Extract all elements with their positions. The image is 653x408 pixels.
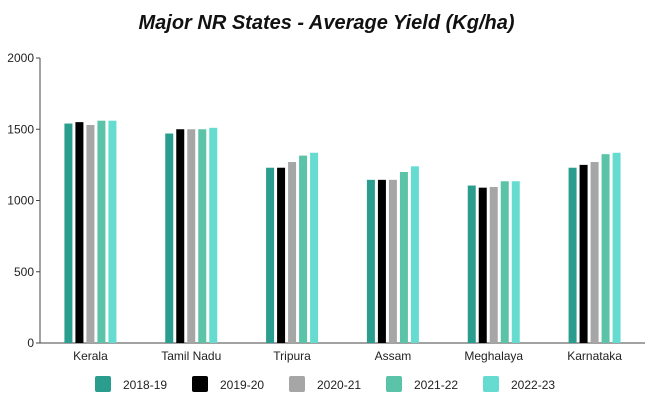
axes: 0 500 1000 1500 2000 Kerala Tamil Nadu Tripura A… — [7, 51, 645, 363]
y-tick-label: 2000 — [7, 51, 34, 65]
legend-swatch — [483, 376, 499, 392]
bar-2020-21-assam — [388, 179, 397, 343]
legend-swatch — [192, 376, 208, 392]
legend-label: 2018-19 — [123, 378, 167, 392]
x-category-label: Karnataka — [567, 349, 622, 363]
bar-2022-23-tripura — [310, 152, 319, 343]
bar-2021-22-tamil-nadu — [198, 129, 207, 343]
legend-swatch — [386, 376, 402, 392]
bar-2022-23-karnataka — [612, 152, 621, 343]
y-tick-label: 0 — [27, 336, 34, 350]
bar-2020-21-karnataka — [590, 162, 599, 343]
bar-2019-20-tamil-nadu — [176, 129, 185, 343]
bar-2018-19-karnataka — [568, 167, 577, 343]
legend-label: 2021-22 — [414, 378, 458, 392]
bar-2020-21-kerala — [86, 124, 95, 343]
x-category-label: Kerala — [73, 349, 108, 363]
bar-2021-22-karnataka — [601, 154, 610, 343]
bars — [64, 120, 621, 343]
x-category-label: Meghalaya — [464, 349, 523, 363]
legend-swatch — [95, 376, 111, 392]
legend: 2018-19 2019-20 2020-21 2021-22 2022-23 — [95, 376, 555, 392]
bar-2021-22-kerala — [97, 120, 106, 343]
bar-2018-19-tripura — [266, 167, 275, 343]
bar-2018-19-kerala — [64, 123, 73, 343]
y-tick-label: 1500 — [7, 122, 34, 136]
bar-2022-23-meghalaya — [511, 181, 520, 343]
bar-2020-21-meghalaya — [489, 186, 498, 343]
y-tick-label: 1000 — [7, 194, 34, 208]
x-category-label: Tamil Nadu — [161, 349, 221, 363]
bar-2018-19-tamil-nadu — [165, 133, 174, 343]
bar-2021-22-meghalaya — [500, 181, 509, 343]
legend-label: 2019-20 — [220, 378, 264, 392]
bar-2020-21-tripura — [288, 162, 297, 343]
legend-label: 2022-23 — [511, 378, 555, 392]
bar-2019-20-meghalaya — [478, 187, 487, 343]
chart-title: Major NR States - Average Yield (Kg/ha) — [138, 12, 515, 34]
bar-2019-20-assam — [377, 179, 386, 343]
bar-2018-19-meghalaya — [467, 185, 476, 343]
bar-2022-23-tamil-nadu — [209, 127, 218, 343]
bar-2020-21-tamil-nadu — [187, 129, 196, 343]
bar-2022-23-assam — [410, 166, 419, 343]
x-category-label: Assam — [375, 349, 412, 363]
bar-2022-23-kerala — [108, 120, 117, 343]
bar-2019-20-tripura — [277, 167, 286, 343]
x-category-label: Tripura — [273, 349, 311, 363]
bar-2019-20-karnataka — [579, 164, 588, 343]
legend-swatch — [289, 376, 305, 392]
y-tick-label: 500 — [14, 265, 34, 279]
legend-label: 2020-21 — [317, 378, 361, 392]
bar-2019-20-kerala — [75, 122, 84, 343]
bar-2018-19-assam — [366, 179, 375, 343]
bar-2021-22-tripura — [299, 155, 308, 343]
bar-2021-22-assam — [399, 172, 408, 343]
